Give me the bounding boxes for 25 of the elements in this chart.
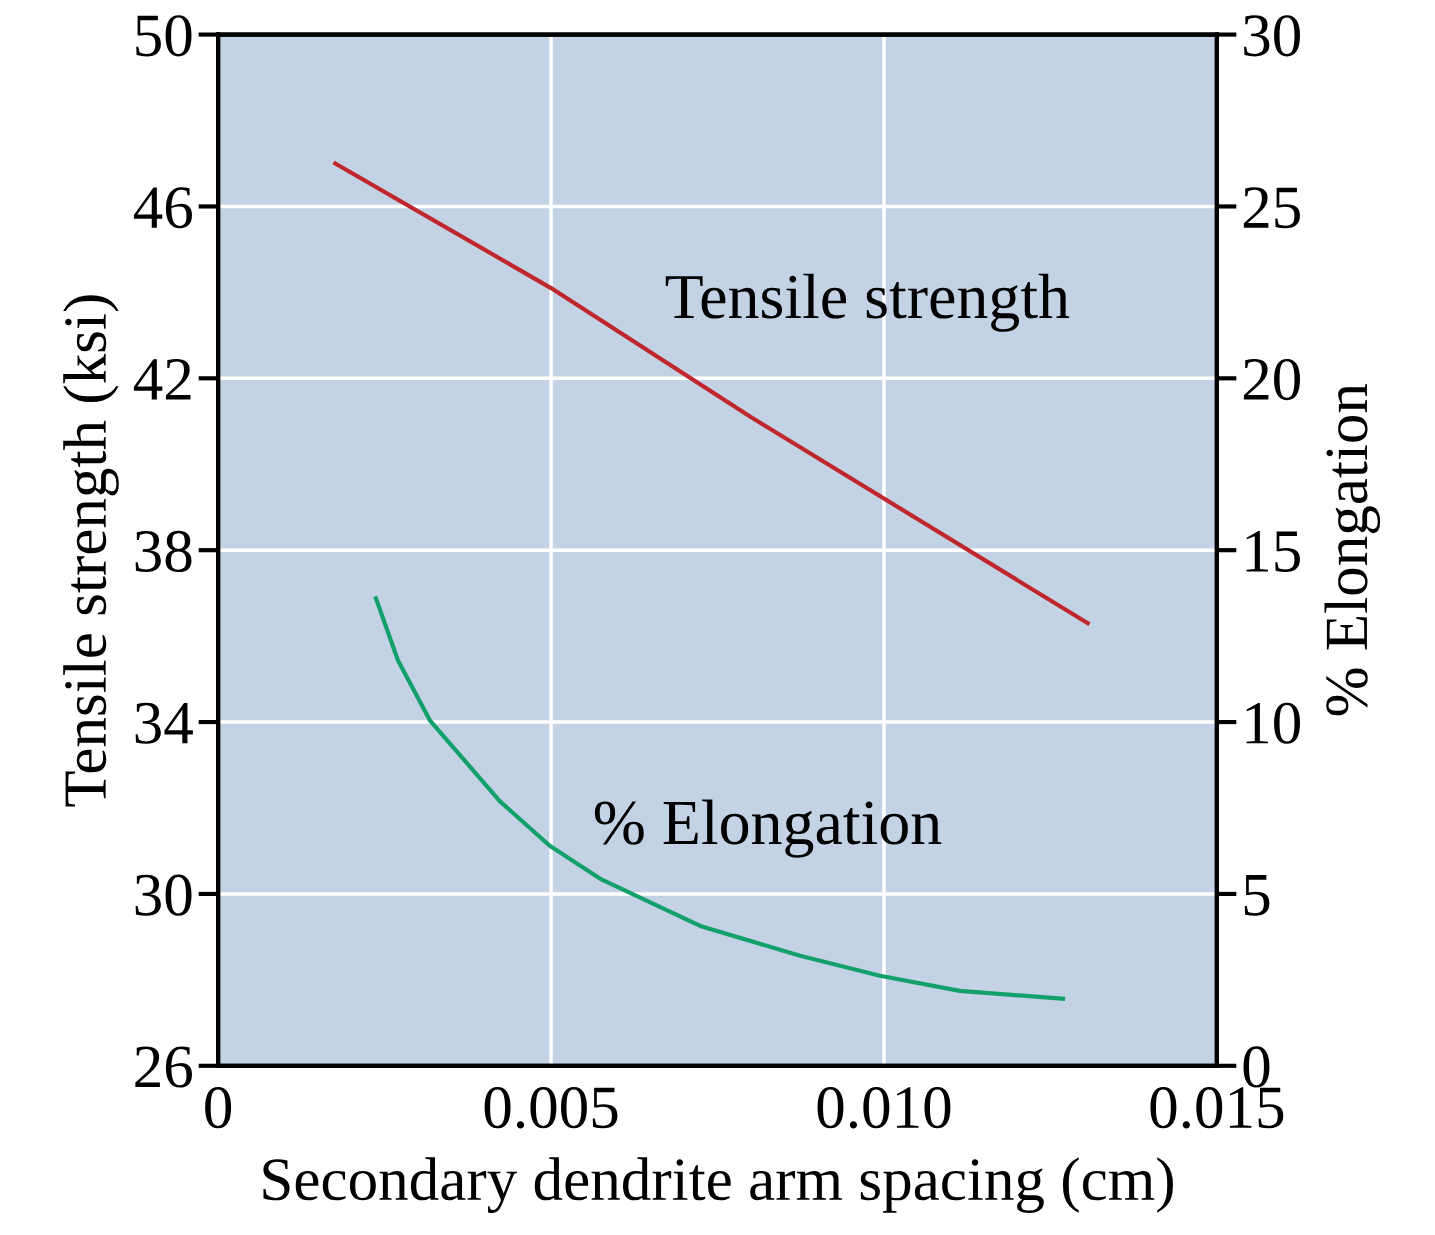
y2-axis-title: % Elongation bbox=[1324, 383, 1381, 716]
x-tick-label: 0.010 bbox=[817, 1087, 951, 1129]
x-tick-label: 0.015 bbox=[1150, 1087, 1284, 1129]
y-tick-label: 42 bbox=[133, 359, 191, 400]
y2-tick-label: 15 bbox=[1246, 531, 1300, 572]
y-tick-label: 34 bbox=[135, 702, 193, 744]
y-tick-label: 46 bbox=[133, 187, 192, 229]
y-axis-title: Tensile strength (ksi) bbox=[63, 295, 119, 807]
y2-tick-label: 0 bbox=[1243, 1046, 1270, 1088]
x-axis-title: Secondary dendrite arm spacing (cm) bbox=[263, 1157, 1173, 1213]
y-tick-label: 38 bbox=[135, 530, 192, 572]
y2-tick-label: 25 bbox=[1243, 187, 1300, 229]
y-tick-label: 50 bbox=[136, 15, 192, 57]
y2-tick-label: 30 bbox=[1244, 15, 1300, 57]
line-series bbox=[333, 161, 1090, 626]
y-tick-label: 26 bbox=[135, 1046, 192, 1088]
y2-tick-label: 10 bbox=[1246, 702, 1300, 744]
series-label: % Elongation bbox=[594, 799, 942, 858]
x-tick-label: 0.005 bbox=[484, 1087, 618, 1129]
x-tick-label: 0 bbox=[205, 1087, 232, 1129]
series-label: Tensile strength bbox=[665, 273, 1070, 332]
y2-tick-label: 20 bbox=[1243, 358, 1300, 401]
y2-tick-label: 5 bbox=[1244, 875, 1270, 916]
y-tick-label: 30 bbox=[135, 874, 192, 916]
line-series bbox=[373, 596, 1066, 1001]
